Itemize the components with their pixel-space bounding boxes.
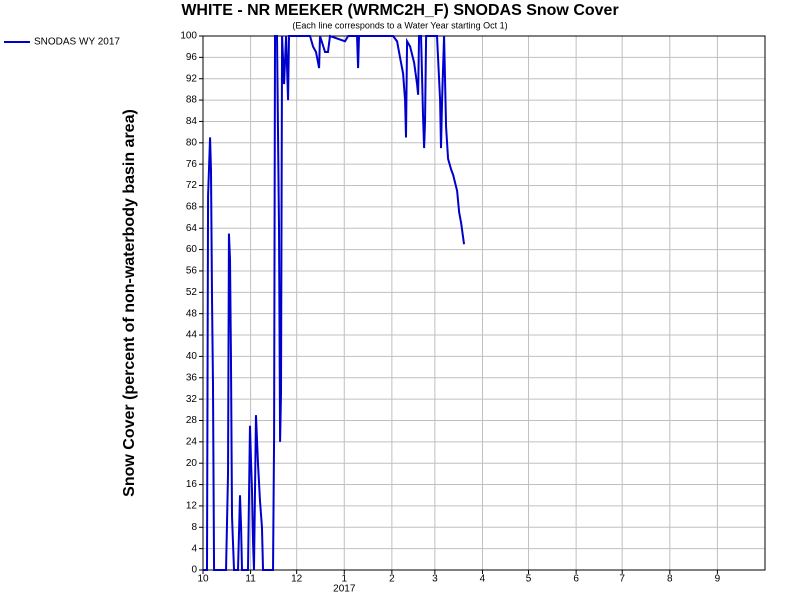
x-tick-label: 11 [245, 574, 256, 585]
x-tick-label: 12 [291, 574, 303, 585]
x-tick-label: 3 [432, 574, 438, 585]
y-tick-label: 24 [186, 436, 198, 447]
legend-label: SNODAS WY 2017 [34, 37, 120, 48]
y-tick-label: 12 [186, 501, 198, 512]
y-tick-label: 32 [186, 394, 198, 405]
x-tick-label: 8 [667, 574, 673, 585]
y-tick-label: 72 [186, 180, 198, 191]
data-line [203, 34, 466, 571]
y-tick-label: 68 [186, 202, 198, 213]
y-tick-label: 76 [186, 159, 198, 170]
y-tick-label: 52 [186, 287, 198, 298]
x-tick-label: 1 [341, 574, 347, 585]
chart-title: WHITE - NR MEEKER (WRMC2H_F) SNODAS Snow… [181, 2, 618, 19]
y-tick-label: 20 [186, 458, 198, 469]
y-tick-label: 84 [186, 116, 198, 127]
y-tick-label: 8 [191, 522, 197, 533]
y-tick-label: 60 [186, 244, 198, 255]
x-annotation: 2017 [333, 584, 356, 595]
y-tick-label: 36 [186, 372, 198, 383]
y-tick-label: 44 [186, 330, 198, 341]
y-tick-label: 40 [186, 351, 198, 362]
y-tick-label: 4 [191, 543, 197, 554]
y-tick-label: 48 [186, 308, 198, 319]
x-tick-label: 7 [619, 574, 625, 585]
y-tick-label: 100 [180, 31, 197, 42]
plot-area [202, 35, 766, 571]
x-tick-label: 2 [389, 574, 395, 585]
y-tick-label: 92 [186, 73, 198, 84]
x-tick-label: 10 [197, 574, 209, 585]
y-tick-label: 64 [186, 223, 198, 234]
chart-subtitle: (Each line corresponds to a Water Year s… [292, 20, 507, 30]
y-axis-label: Snow Cover (percent of non-waterbody bas… [121, 109, 138, 497]
x-tick-label: 9 [715, 574, 721, 585]
y-tick-label: 88 [186, 95, 198, 106]
x-tick-label: 4 [480, 574, 486, 585]
x-tick-label: 5 [526, 574, 532, 585]
y-tick-label: 80 [186, 137, 198, 148]
y-tick-label: 56 [186, 266, 198, 277]
y-tick-label: 0 [191, 565, 197, 576]
y-tick-label: 96 [186, 52, 198, 63]
plot-frame [202, 35, 766, 571]
y-tick-label: 28 [186, 415, 198, 426]
x-tick-label: 6 [573, 574, 579, 585]
y-tick-label: 16 [186, 479, 198, 490]
